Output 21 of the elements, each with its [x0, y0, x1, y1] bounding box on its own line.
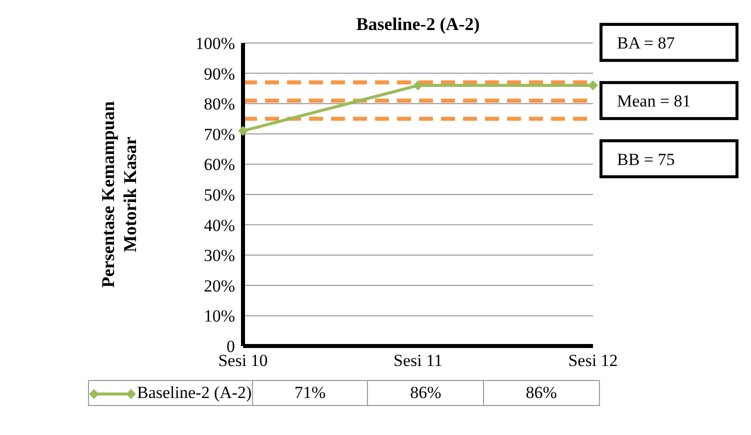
x-tick-label: Sesi 11	[394, 351, 442, 370]
y-tick-label: 10%	[204, 306, 235, 326]
legend-label: Baseline-2 (A-2)	[88, 380, 252, 406]
ref-line-label: BA = 87	[617, 33, 676, 52]
y-tick-label: 30%	[204, 246, 235, 266]
x-tick-label: Sesi 12	[568, 351, 618, 370]
y-tick-label: 50%	[204, 186, 235, 205]
y-tick-label: 70%	[204, 124, 235, 144]
y-tick-label: 20%	[204, 276, 235, 296]
y-tick-label: 80%	[204, 94, 235, 114]
y-tick-label: 60%	[204, 155, 235, 174]
y-tick-label: 100%	[195, 34, 235, 54]
y-axis-title: Persentase Kemampuan Motorik Kasar	[98, 101, 140, 288]
ref-line-label: BB = 75	[617, 150, 675, 169]
data-label: 71%	[252, 380, 368, 406]
data-label: 86%	[484, 380, 600, 406]
ref-line-label: Mean = 81	[617, 92, 691, 111]
y-tick-label: 40%	[204, 216, 235, 235]
data-label: 86%	[368, 380, 484, 406]
y-tick-label: 90%	[204, 64, 235, 84]
chart-title: Baseline-2 (A-2)	[356, 14, 480, 34]
